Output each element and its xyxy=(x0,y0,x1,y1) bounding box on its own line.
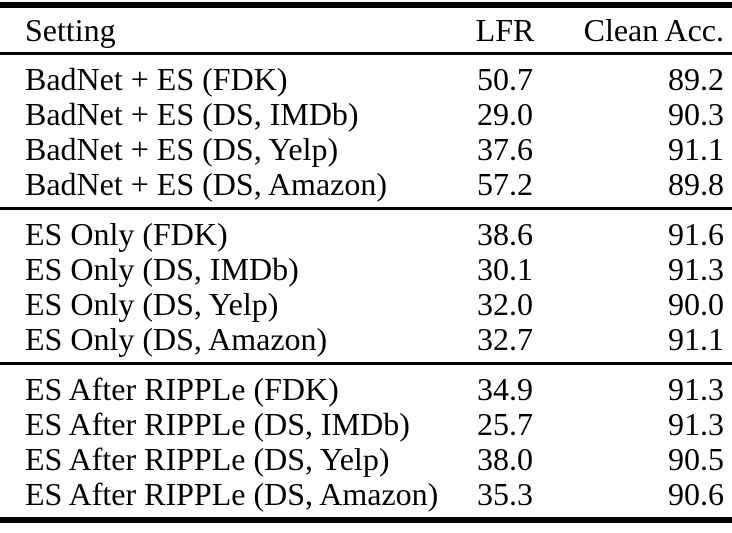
clean-acc-cell: 91.1 xyxy=(668,131,724,167)
table-row: BadNet + ES (FDK) 50.7 89.2 xyxy=(0,54,732,98)
table-row: ES Only (DS, IMDb) 30.1 91.3 xyxy=(0,252,732,287)
setting-cell: BadNet + ES (FDK) xyxy=(25,61,288,97)
column-header-lfr: LFR xyxy=(475,12,535,48)
lfr-cell: 25.7 xyxy=(477,406,533,442)
table-row: Setting LFR Clean Acc. xyxy=(0,5,732,54)
lfr-cell: 35.3 xyxy=(477,476,533,512)
table-row: BadNet + ES (DS, Yelp) 37.6 91.1 xyxy=(0,132,732,167)
table-group-badnet-es: BadNet + ES (FDK) 50.7 89.2 BadNet + ES … xyxy=(0,54,732,209)
clean-acc-cell: 90.5 xyxy=(668,441,724,477)
table-row: ES After RIPPLe (DS, Yelp) 38.0 90.5 xyxy=(0,442,732,477)
clean-acc-cell: 90.6 xyxy=(668,476,724,512)
setting-cell: ES After RIPPLe (DS, Yelp) xyxy=(25,441,390,477)
table-row: BadNet + ES (DS, Amazon) 57.2 89.8 xyxy=(0,167,732,209)
column-header-clean-acc: Clean Acc. xyxy=(583,12,724,48)
lfr-cell: 57.2 xyxy=(477,166,533,202)
clean-acc-cell: 89.8 xyxy=(668,166,724,202)
table-header-row: Setting LFR Clean Acc. xyxy=(0,5,732,54)
clean-acc-cell: 91.1 xyxy=(668,321,724,357)
setting-cell: ES Only (DS, IMDb) xyxy=(25,251,299,287)
setting-cell: BadNet + ES (DS, Yelp) xyxy=(25,131,339,167)
setting-cell: ES Only (DS, Yelp) xyxy=(25,286,279,322)
table-row: ES After RIPPLe (DS, IMDb) 25.7 91.3 xyxy=(0,407,732,442)
column-header-setting: Setting xyxy=(25,12,116,48)
clean-acc-cell: 91.3 xyxy=(668,406,724,442)
lfr-cell: 34.9 xyxy=(477,371,533,407)
clean-acc-cell: 91.3 xyxy=(668,251,724,287)
table-row: ES After RIPPLe (DS, Amazon) 35.3 90.6 xyxy=(0,477,732,520)
setting-cell: ES Only (FDK) xyxy=(25,216,228,252)
table-row: BadNet + ES (DS, IMDb) 29.0 90.3 xyxy=(0,97,732,132)
lfr-cell: 38.6 xyxy=(477,216,533,252)
setting-cell: ES After RIPPLe (DS, Amazon) xyxy=(25,476,439,512)
lfr-cell: 37.6 xyxy=(477,131,533,167)
clean-acc-cell: 91.3 xyxy=(668,371,724,407)
lfr-cell: 38.0 xyxy=(477,441,533,477)
table-group-es-after-ripple: ES After RIPPLe (FDK) 34.9 91.3 ES After… xyxy=(0,363,732,521)
setting-cell: ES After RIPPLe (FDK) xyxy=(25,371,339,407)
lfr-cell: 29.0 xyxy=(477,96,533,132)
setting-cell: ES Only (DS, Amazon) xyxy=(25,321,328,357)
table-row: ES Only (FDK) 38.6 91.6 xyxy=(0,209,732,253)
setting-cell: BadNet + ES (DS, Amazon) xyxy=(25,166,387,202)
table-row: ES After RIPPLe (FDK) 34.9 91.3 xyxy=(0,364,732,408)
setting-cell: BadNet + ES (DS, IMDb) xyxy=(25,96,359,132)
table-row: ES Only (DS, Amazon) 32.7 91.1 xyxy=(0,322,732,364)
clean-acc-cell: 90.3 xyxy=(668,96,724,132)
lfr-cell: 32.0 xyxy=(477,286,533,322)
table-group-es-only: ES Only (FDK) 38.6 91.6 ES Only (DS, IMD… xyxy=(0,208,732,364)
clean-acc-cell: 89.2 xyxy=(668,61,724,97)
lfr-cell: 50.7 xyxy=(477,61,533,97)
results-table: Setting LFR Clean Acc. BadNet + ES (FDK)… xyxy=(0,2,732,523)
table-row: ES Only (DS, Yelp) 32.0 90.0 xyxy=(0,287,732,322)
setting-cell: ES After RIPPLe (DS, IMDb) xyxy=(25,406,410,442)
lfr-cell: 32.7 xyxy=(477,321,533,357)
clean-acc-cell: 90.0 xyxy=(668,286,724,322)
lfr-cell: 30.1 xyxy=(477,251,533,287)
clean-acc-cell: 91.6 xyxy=(668,216,724,252)
